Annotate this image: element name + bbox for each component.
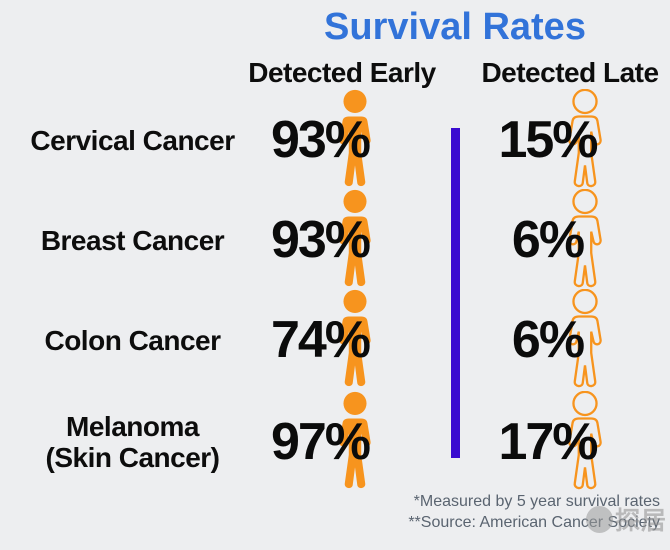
row-label-line1: Colon Cancer (44, 324, 221, 356)
late-percent-value: 15% (498, 111, 598, 169)
page-title: Survival Rates (324, 6, 586, 48)
column-header-detected-early: Detected Early (248, 57, 436, 88)
data-row-cervical: Cervical Cancer 93% 15% (0, 88, 670, 192)
early-percent-value: 93% (270, 211, 371, 269)
late-percent-value: 6% (511, 311, 585, 369)
row-label-line2: (Skin Cancer) (45, 442, 221, 473)
row-label: Cervical Cancer (15, 88, 250, 192)
row-label: Colon Cancer (15, 288, 250, 392)
data-row-colon: Colon Cancer 74% 6% (0, 288, 670, 392)
column-divider (451, 128, 460, 458)
row-label: Breast Cancer (15, 188, 250, 292)
watermark: 探居 (585, 501, 667, 537)
late-percent-value: 6% (511, 211, 585, 269)
early-percent-value: 93% (270, 111, 371, 169)
row-label: Melanoma (Skin Cancer) (15, 390, 250, 494)
row-label-line1: Melanoma (66, 411, 199, 442)
watermark-text: 探居 (614, 507, 667, 535)
late-percent-value: 17% (498, 413, 598, 471)
data-row-melanoma: Melanoma (Skin Cancer) 97% 17% (0, 390, 670, 494)
data-row-breast: Breast Cancer 93% 6% (0, 188, 670, 292)
early-percent-value: 74% (270, 311, 371, 369)
early-percent-value: 97% (270, 413, 371, 471)
row-label-line1: Breast Cancer (40, 224, 225, 256)
round-mascot-logo-icon (585, 505, 613, 533)
column-header-detected-late: Detected Late (481, 57, 659, 88)
row-label-line1: Cervical Cancer (30, 124, 235, 156)
